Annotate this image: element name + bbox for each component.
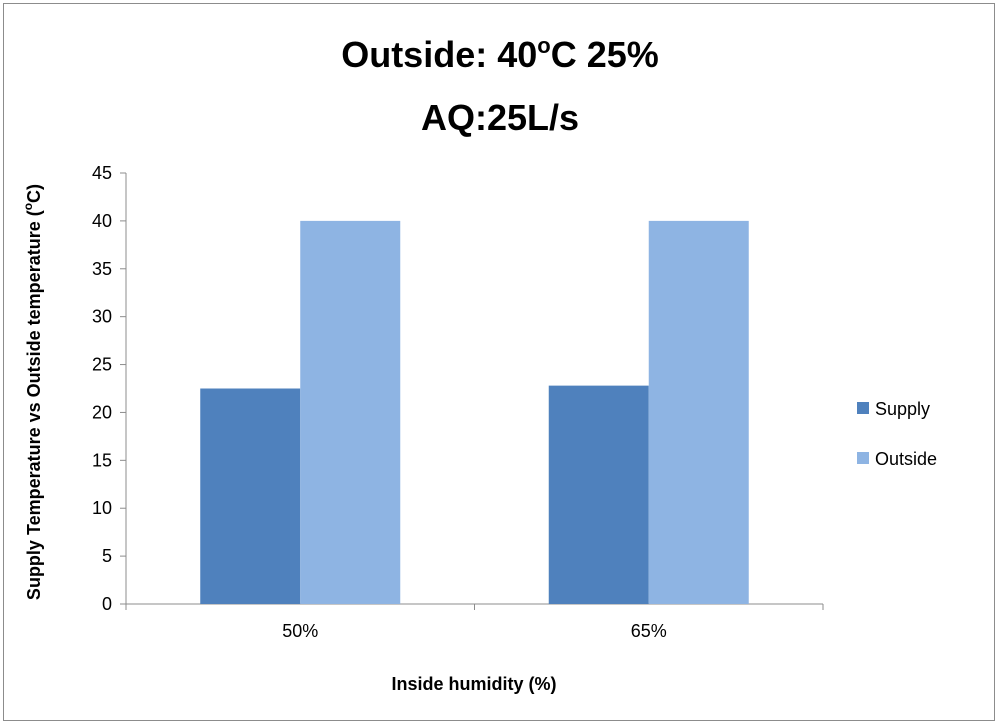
y-tick-label: 0 <box>102 594 112 614</box>
bar-outside-2 <box>648 220 749 604</box>
legend-swatch-outside <box>857 452 869 464</box>
y-tick-label: 20 <box>92 402 112 422</box>
y-tick-label: 25 <box>92 355 112 375</box>
y-tick-label: 40 <box>92 211 112 231</box>
legend: Supply Outside <box>857 399 937 469</box>
y-tick-label: 45 <box>92 163 112 183</box>
y-tick-label: 35 <box>92 259 112 279</box>
x-tick-label: 50% <box>282 621 318 641</box>
y-tick-label: 5 <box>102 546 112 566</box>
title-degree-sup: o <box>537 33 550 58</box>
chart-title-line1: Outside: 40oC 25% <box>341 33 659 75</box>
bar-outside-1 <box>300 220 401 604</box>
chart-frame <box>3 3 995 721</box>
plot-area: 0 5 10 15 20 25 30 35 40 45 50% 65% <box>92 163 824 641</box>
chart-title-line2: AQ:25L/s <box>421 97 579 138</box>
y-tick-label: 15 <box>92 450 112 470</box>
x-tick-label: 65% <box>631 621 667 641</box>
legend-label-outside: Outside <box>875 449 937 469</box>
bar-supply-2 <box>548 385 649 604</box>
y-tick-label: 10 <box>92 498 112 518</box>
x-axis-title: Inside humidity (%) <box>391 674 556 694</box>
bar-supply-1 <box>200 388 301 604</box>
legend-swatch-supply <box>857 402 869 414</box>
y-tick-label: 30 <box>92 307 112 327</box>
legend-label-supply: Supply <box>875 399 930 419</box>
y-axis-title: Supply Temperature vs Outside temperatur… <box>21 184 44 600</box>
